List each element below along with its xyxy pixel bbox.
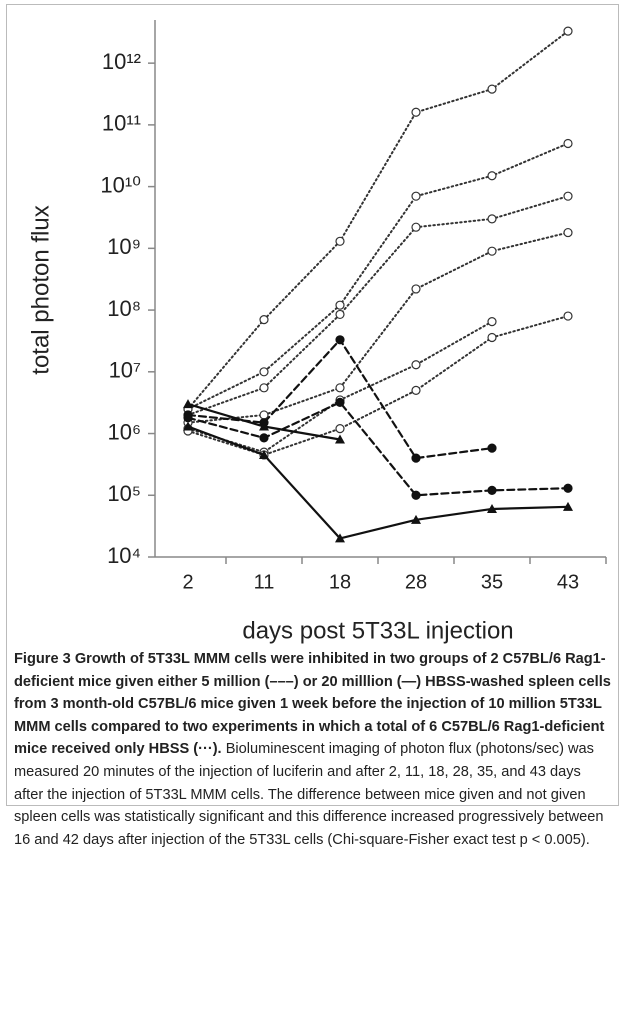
- x-tick-label: 11: [254, 571, 275, 593]
- series-line: [187, 195, 569, 416]
- series-line: [186, 425, 570, 540]
- data-point: [411, 284, 421, 294]
- data-point: [335, 309, 345, 320]
- data-point: [183, 399, 193, 409]
- data-point: [411, 385, 421, 395]
- y-tick-label: 10⁹: [107, 234, 141, 259]
- x-tick-label: 28: [405, 571, 427, 593]
- data-point: [563, 26, 573, 36]
- data-point: [563, 191, 573, 201]
- y-axis-label: total photon flux: [27, 205, 54, 374]
- data-point: [259, 383, 269, 393]
- series-line: [187, 142, 569, 410]
- x-tick-label: 18: [329, 571, 351, 593]
- series-line: [187, 30, 569, 410]
- y-tick-label: 10⁴: [107, 543, 141, 568]
- series-line: [187, 315, 569, 456]
- data-point: [183, 413, 193, 423]
- data-point: [411, 360, 421, 370]
- y-tick-label: 10¹¹: [102, 111, 141, 136]
- data-point: [335, 533, 345, 543]
- data-point: [487, 317, 497, 327]
- data-point: [335, 335, 345, 345]
- x-axis-label: days post 5T33L injection: [242, 617, 513, 644]
- data-point: [259, 315, 269, 325]
- data-point: [411, 191, 421, 201]
- x-tick-label: 2: [182, 571, 193, 593]
- caption: Figure 3 Growth of 5T33L MMM cells were …: [14, 648, 614, 851]
- data-point: [183, 421, 193, 431]
- data-point: [411, 107, 421, 117]
- data-point: [487, 246, 497, 256]
- y-tick-label: 10¹²: [102, 49, 141, 74]
- chart: days post 5T33L injection total photon f…: [27, 20, 607, 644]
- data-point: [563, 483, 573, 493]
- data-point: [487, 503, 497, 513]
- figure-frame: [6, 4, 619, 806]
- x-tick-label: 35: [481, 571, 503, 593]
- data-point: [335, 424, 345, 434]
- data-point: [487, 443, 497, 453]
- data-point: [411, 453, 421, 463]
- data-point: [259, 421, 269, 431]
- data-point: [563, 501, 573, 511]
- data-point: [487, 214, 497, 224]
- series-line: [187, 231, 569, 424]
- data-point: [487, 332, 497, 343]
- data-point: [563, 311, 573, 321]
- data-point: [411, 514, 421, 524]
- y-tick-label: 10⁵: [107, 481, 141, 506]
- y-tick-label: 10⁸: [107, 296, 141, 321]
- y-tick-label: 10⁶: [107, 419, 141, 444]
- data-point: [335, 383, 345, 393]
- caption-bold: Figure 3 Growth of 5T33L MMM cells were …: [14, 651, 611, 758]
- data-point: [335, 236, 345, 246]
- x-tick-label: 43: [557, 571, 579, 593]
- data-point: [487, 84, 497, 94]
- data-point: [335, 434, 345, 444]
- data-point: [335, 300, 345, 310]
- data-point: [259, 410, 269, 420]
- y-tick-label: 10⁷: [109, 358, 141, 383]
- data-point: [411, 222, 421, 232]
- data-point: [259, 433, 269, 443]
- data-point: [259, 367, 269, 377]
- data-point: [487, 171, 497, 181]
- series-line: [186, 400, 570, 497]
- y-tick-label: 10¹⁰: [100, 172, 141, 197]
- data-point: [411, 490, 421, 500]
- caption-text: Bioluminescent imaging of photon flux (p…: [14, 741, 604, 848]
- data-point: [487, 485, 497, 495]
- data-point: [335, 397, 345, 407]
- data-point: [563, 138, 573, 149]
- data-point: [259, 449, 269, 459]
- data-point: [563, 227, 573, 238]
